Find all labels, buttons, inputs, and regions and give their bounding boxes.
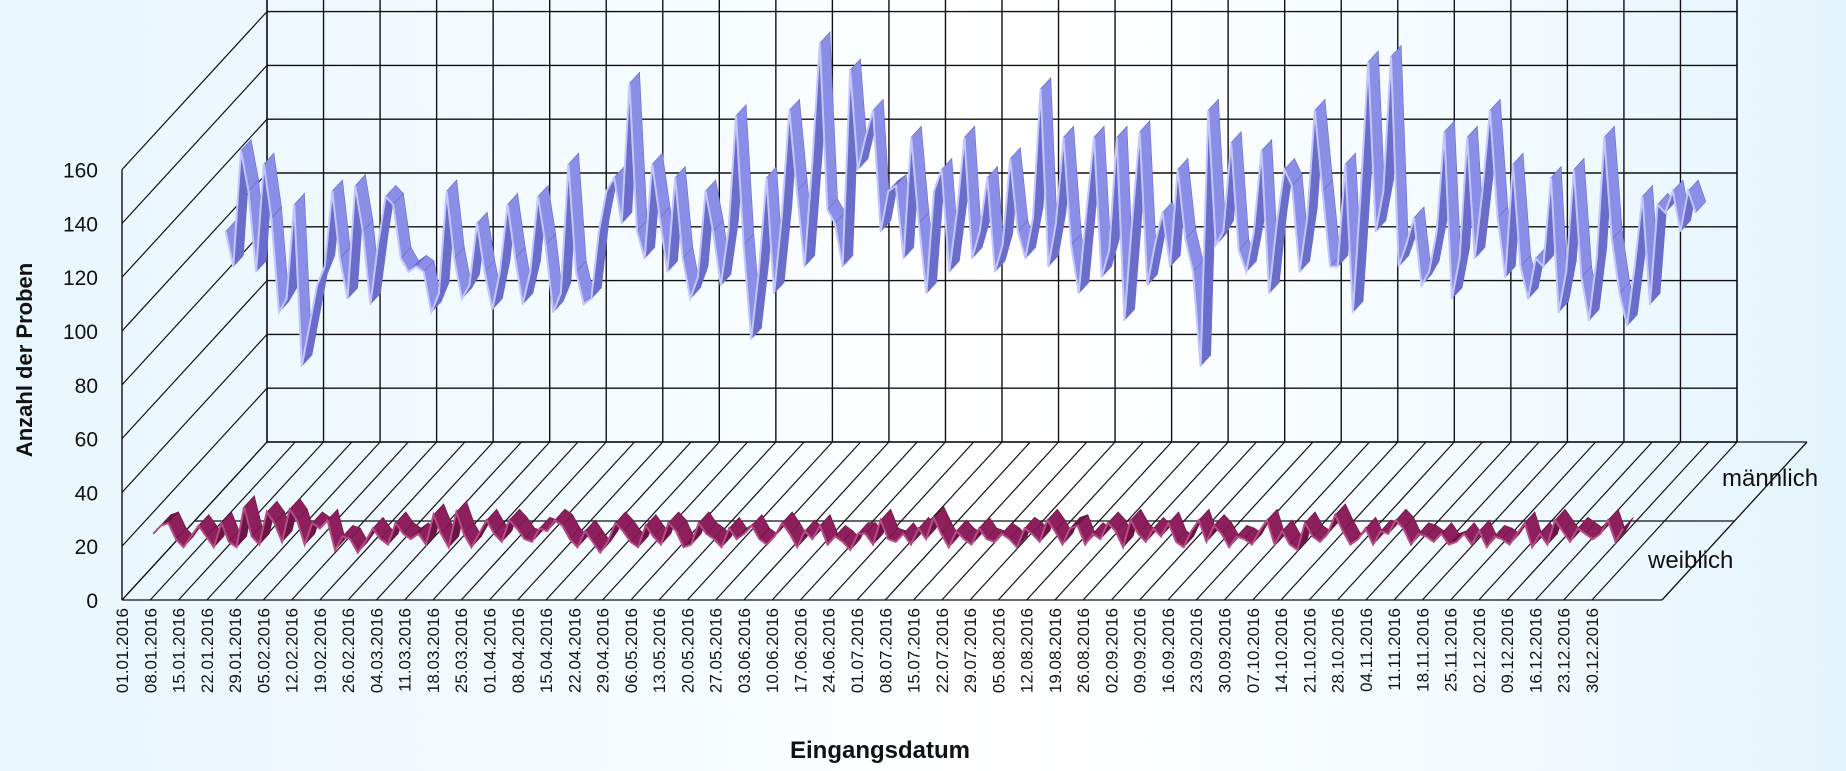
data-segment: [819, 514, 839, 546]
x-tick-label: 23.09.2016: [1187, 608, 1206, 693]
x-tick-label: 21.10.2016: [1300, 608, 1319, 693]
series-weiblich: [152, 494, 1634, 555]
y-tick-label: 20: [75, 536, 98, 559]
x-tick-label: 03.06.2016: [735, 608, 754, 693]
x-tick-label: 26.08.2016: [1074, 608, 1093, 693]
y-tick-label: 140: [63, 213, 98, 236]
x-tick-label: 20.05.2016: [678, 608, 697, 693]
y-tick-label: 40: [75, 482, 98, 505]
gridlines: [121, 0, 1808, 601]
y-axis-label: Anzahl der Proben: [12, 263, 37, 457]
y-axis-ticks: 0 20 40 60 80 100 120 140 160: [63, 160, 98, 613]
x-tick-label: 25.03.2016: [452, 608, 471, 693]
x-tick-label: 04.11.2016: [1357, 608, 1376, 692]
y-tick-label: 80: [75, 375, 98, 398]
x-tick-label: 29.04.2016: [594, 608, 613, 693]
series-maennlich: [224, 31, 1707, 367]
x-tick-label: 05.08.2016: [989, 608, 1008, 693]
x-tick-label: 11.03.2016: [396, 608, 415, 692]
x-tick-label: 11.11.2016: [1385, 608, 1404, 691]
x-tick-label: 26.02.2016: [339, 608, 358, 693]
x-tick-label: 01.07.2016: [848, 608, 867, 693]
data-segment: [1478, 519, 1498, 548]
y-tick-label: 0: [86, 590, 98, 613]
series-line: [224, 43, 1697, 367]
x-tick-label: 10.06.2016: [763, 608, 782, 693]
series-ribbons: [152, 31, 1707, 555]
y-tick-label: 60: [75, 429, 98, 452]
y-tick-label: 100: [63, 321, 98, 344]
x-tick-label: 22.01.2016: [198, 608, 217, 693]
x-tick-label: 04.03.2016: [367, 608, 386, 693]
x-tick-label: 05.02.2016: [254, 608, 273, 693]
x-tick-label: 24.06.2016: [820, 608, 839, 693]
series-label-weiblich: weiblich: [1647, 547, 1733, 574]
x-tick-label: 22.04.2016: [565, 608, 584, 693]
x-tick-label: 02.12.2016: [1470, 608, 1489, 693]
x-tick-label: 13.05.2016: [650, 608, 669, 693]
x-tick-label: 12.08.2016: [1018, 608, 1037, 693]
x-tick-label: 27.05.2016: [707, 608, 726, 693]
x-tick-label: 17.06.2016: [791, 608, 810, 693]
x-tick-label: 16.12.2016: [1526, 608, 1545, 693]
x-tick-label: 30.12.2016: [1583, 608, 1602, 693]
x-tick-label: 14.10.2016: [1272, 608, 1291, 693]
x-tick-label: 01.01.2016: [113, 608, 132, 693]
x-tick-label: 15.07.2016: [905, 608, 924, 693]
x-tick-label: 08.01.2016: [141, 608, 160, 693]
y-tick-label: 120: [63, 267, 98, 290]
x-tick-label: 29.07.2016: [961, 608, 980, 693]
x-tick-label: 01.04.2016: [481, 608, 500, 693]
x-tick-label: 22.07.2016: [933, 608, 952, 693]
x-tick-label: 19.02.2016: [311, 608, 330, 693]
x-tick-label: 08.07.2016: [876, 608, 895, 693]
x-tick-label: 29.01.2016: [226, 608, 245, 693]
x-tick-label: 09.09.2016: [1131, 608, 1150, 693]
x-tick-label: 19.08.2016: [1046, 608, 1065, 693]
x-tick-label: 23.12.2016: [1555, 608, 1574, 693]
x-tick-label: 28.10.2016: [1329, 608, 1348, 693]
x-tick-label: 09.12.2016: [1498, 608, 1517, 693]
x-tick-label: 25.11.2016: [1442, 608, 1461, 692]
series-label-maennlich: männlich: [1722, 465, 1818, 492]
series-line: [152, 506, 1625, 555]
x-axis-label: Eingangsdatum: [790, 737, 970, 764]
x-tick-label: 02.09.2016: [1102, 608, 1121, 693]
x-axis-ticks: 01.01.2016 08.01.2016 15.01.2016 22.01.2016…: [113, 608, 1602, 693]
x-tick-label: 06.05.2016: [622, 608, 641, 693]
x-tick-label: 16.09.2016: [1159, 608, 1178, 693]
x-tick-label: 15.04.2016: [537, 608, 556, 693]
x-tick-label: 08.04.2016: [509, 608, 528, 693]
x-tick-label: 15.01.2016: [170, 608, 189, 693]
y-tick-label: 160: [63, 160, 98, 183]
x-tick-label: 12.02.2016: [283, 608, 302, 693]
x-tick-label: 07.10.2016: [1244, 608, 1263, 693]
x-tick-label: 18.03.2016: [424, 608, 443, 693]
x-tick-label: 18.11.2016: [1413, 608, 1432, 692]
x-tick-label: 30.09.2016: [1216, 608, 1235, 693]
